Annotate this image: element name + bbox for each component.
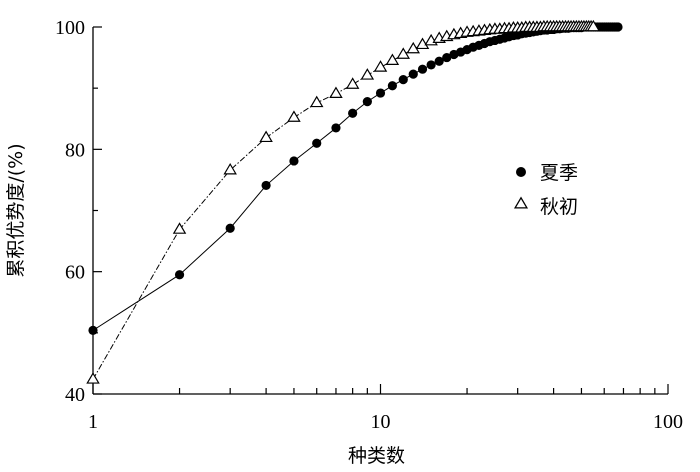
legend-marker-summer [516, 167, 526, 177]
data-point [442, 52, 452, 63]
data-point [172, 222, 187, 234]
y-tick-label: 60 [65, 262, 85, 284]
data-point [289, 156, 299, 166]
legend-marker-early-autumn [513, 196, 529, 209]
data-point [225, 223, 235, 233]
y-axis-tick-labels: 40 60 80 100 [55, 17, 85, 406]
y-tick-label: 80 [65, 139, 85, 161]
data-point [287, 110, 301, 122]
data-point [385, 53, 400, 65]
y-axis-ticks [93, 26, 102, 395]
data-point [331, 123, 341, 133]
data-point [360, 68, 375, 80]
x-tick-label: 10 [371, 411, 391, 433]
data-point [312, 138, 322, 148]
data-point [396, 47, 411, 59]
data-point [86, 372, 100, 384]
y-axis-title: 累积优势度/(%) [5, 143, 27, 277]
legend-label-early-autumn: 秋初 [540, 196, 578, 218]
series-layer [86, 19, 623, 384]
x-axis-title: 种类数 [348, 445, 405, 467]
legend-item-summer: 夏季 [516, 162, 578, 184]
legend-label-summer: 夏季 [540, 162, 578, 184]
data-point [415, 37, 430, 50]
data-point [88, 325, 98, 335]
data-point [398, 75, 408, 85]
data-point [375, 88, 386, 98]
data-point [387, 81, 398, 91]
data-point [223, 162, 237, 175]
data-point [613, 22, 623, 32]
x-axis-ticks [92, 384, 669, 394]
data-point [348, 108, 358, 118]
data-point [362, 97, 372, 107]
data-point [408, 69, 418, 79]
y-tick-label: 40 [65, 384, 85, 406]
axes: 1 10 100 40 60 80 100 [55, 17, 683, 433]
data-point [329, 86, 343, 98]
data-point [174, 270, 185, 280]
y-tick-label: 100 [55, 17, 85, 39]
data-point [373, 60, 388, 72]
series-1 [86, 19, 601, 384]
data-point [434, 56, 444, 66]
data-point [309, 95, 324, 108]
x-tick-label: 100 [653, 411, 683, 433]
x-tick-label: 1 [88, 411, 98, 433]
data-point [261, 180, 271, 191]
x-axis-tick-labels: 1 10 100 [88, 411, 683, 433]
data-point [259, 130, 273, 143]
data-point [345, 77, 360, 89]
data-point [417, 64, 428, 74]
data-point [406, 41, 421, 54]
data-point [426, 60, 436, 70]
legend: 夏季 秋初 [513, 162, 578, 218]
legend-item-early-autumn: 秋初 [513, 196, 578, 218]
data-point [586, 19, 601, 32]
